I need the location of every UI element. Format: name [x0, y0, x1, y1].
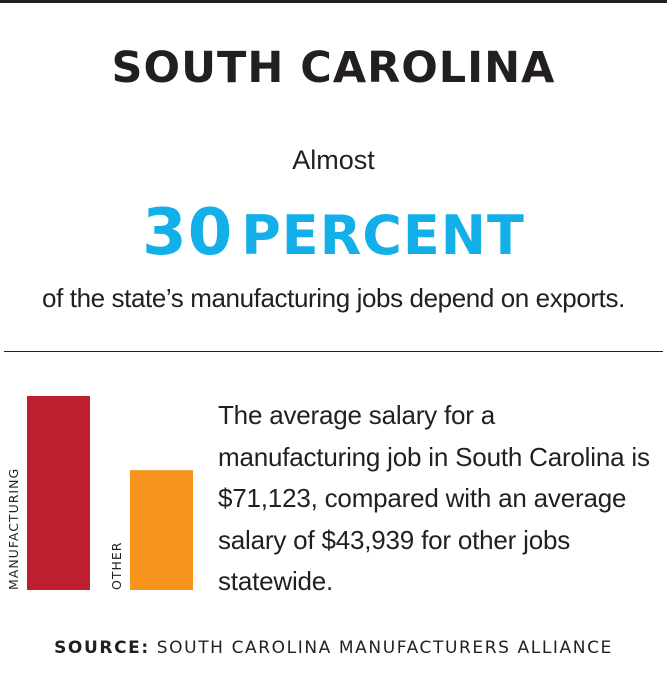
- salary-bar-chart: MANUFACTURING OTHER: [6, 396, 193, 590]
- page-title: SOUTH CAROLINA: [111, 43, 556, 93]
- source-label: SOURCE:: [54, 638, 150, 658]
- source-text: SOUTH CAROLINA MANUFACTURERS ALLIANCE: [156, 638, 613, 658]
- stat-lead-text: Almost: [292, 145, 375, 175]
- section-divider: [4, 351, 663, 352]
- stat-caption: of the state’s manufacturing jobs depend…: [42, 283, 625, 313]
- top-rule: [0, 0, 667, 3]
- headline-stat: 30 PERCENT: [0, 196, 667, 286]
- bar-label-other: OTHER: [109, 542, 124, 590]
- stat-number: 30: [142, 196, 234, 270]
- stat-unit: PERCENT: [241, 204, 525, 267]
- source-line: SOURCE: SOUTH CAROLINA MANUFACTURERS ALL…: [0, 636, 667, 660]
- bar-other: [130, 470, 193, 590]
- salary-note: The average salary for a manufacturing j…: [218, 400, 650, 596]
- bar-label-manufacturing: MANUFACTURING: [6, 468, 21, 590]
- bar-manufacturing: [27, 396, 90, 590]
